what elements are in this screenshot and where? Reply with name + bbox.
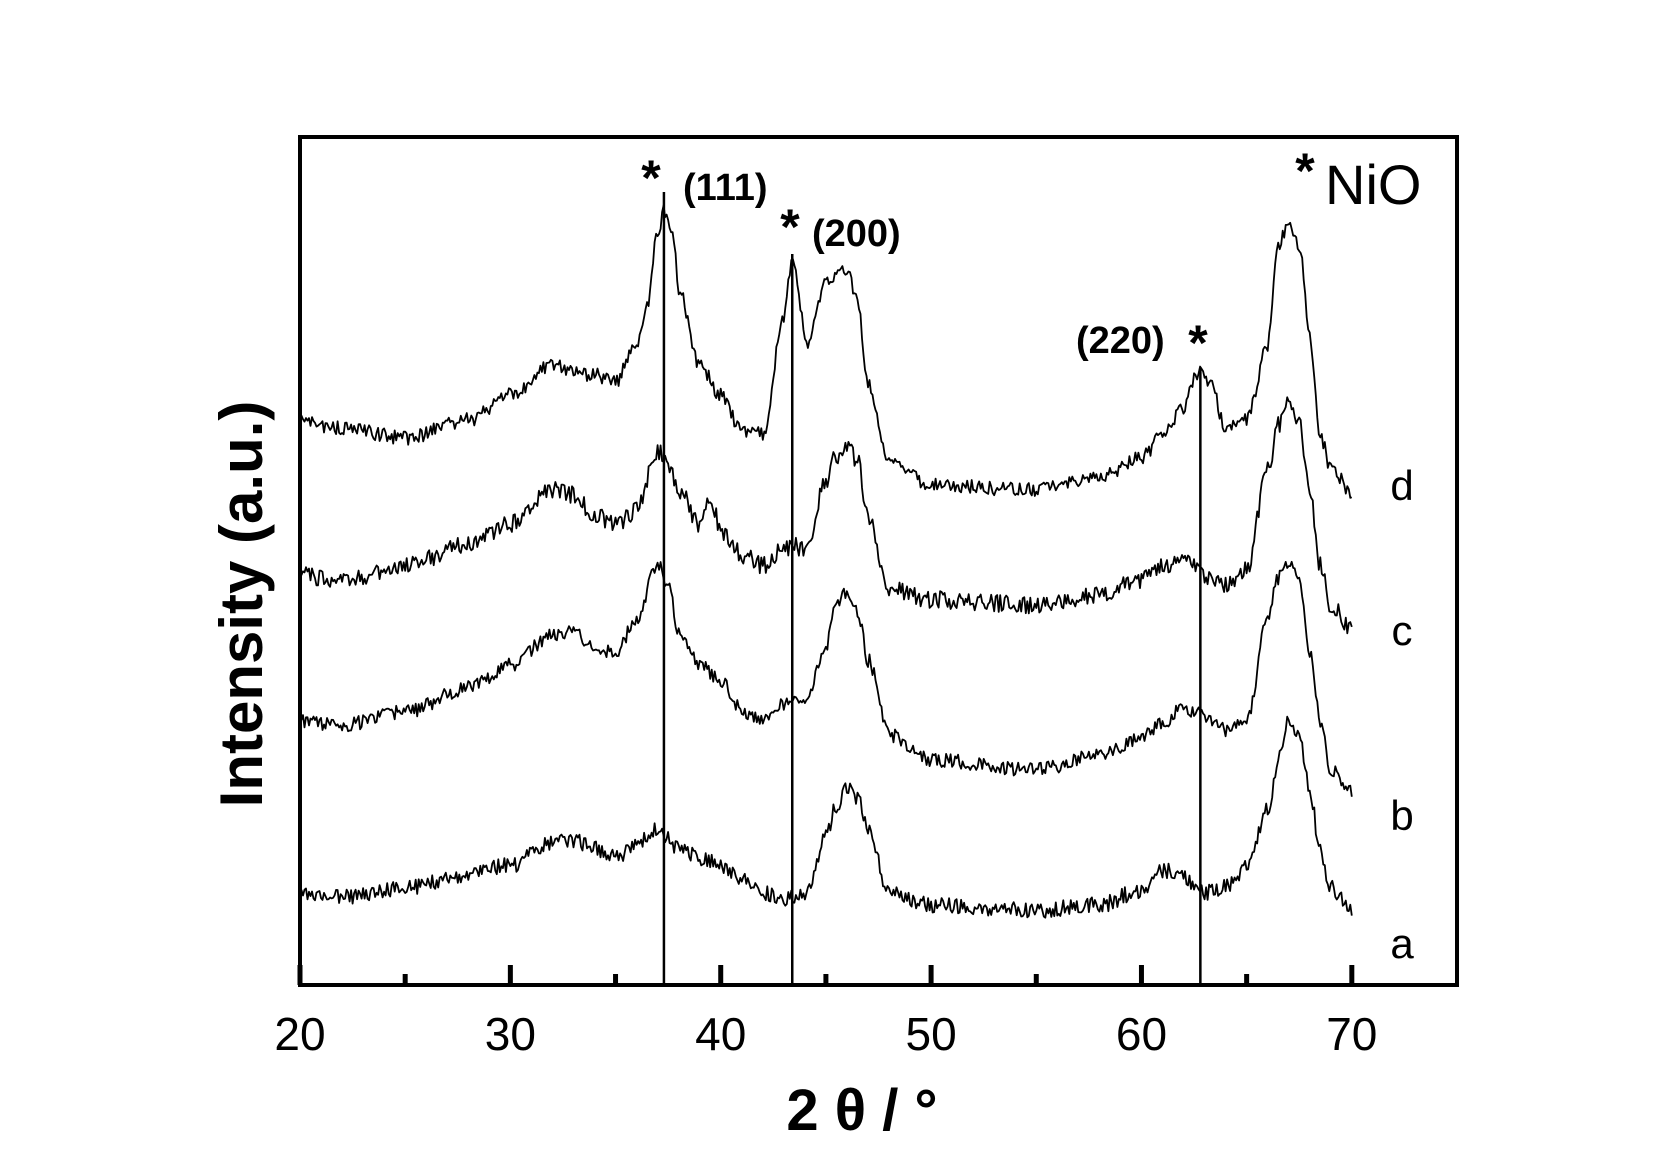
x-axis-title: 2 θ / ° xyxy=(786,1078,937,1143)
x-axis-ticks xyxy=(297,965,1355,985)
trace-labels: a b c d xyxy=(1390,462,1414,967)
plot-frame xyxy=(298,135,1459,987)
x-tick-label-2: 40 xyxy=(695,1008,746,1060)
x-axis-tick-labels: 20 30 40 50 60 70 xyxy=(274,1008,1377,1060)
trace-a xyxy=(299,715,1353,919)
star-220: * xyxy=(1188,315,1208,371)
phase-star: * xyxy=(1295,143,1315,199)
trace-label-d: d xyxy=(1390,462,1413,509)
x-tick-label-5: 70 xyxy=(1326,1008,1377,1060)
trace-b xyxy=(299,560,1353,797)
y-axis-title: Intensity (a.u.) xyxy=(208,401,275,808)
trace-label-a: a xyxy=(1390,920,1414,967)
x-tick-label-3: 50 xyxy=(906,1008,957,1060)
hkl-label-200: (200) xyxy=(812,213,901,255)
trace-label-c: c xyxy=(1392,607,1413,654)
x-tick-label-4: 60 xyxy=(1116,1008,1167,1060)
phase-label: NiO xyxy=(1325,153,1421,216)
hkl-label-220: (220) xyxy=(1076,320,1165,362)
x-tick-label-0: 20 xyxy=(274,1008,325,1060)
reference-lines xyxy=(662,192,1202,985)
trace-d xyxy=(299,204,1353,499)
hkl-label-111: (111) xyxy=(683,167,768,209)
trace-label-b: b xyxy=(1390,792,1413,839)
star-200: * xyxy=(780,199,800,255)
x-tick-label-1: 30 xyxy=(485,1008,536,1060)
star-111: * xyxy=(641,150,661,206)
traces xyxy=(299,204,1353,919)
trace-c xyxy=(299,396,1353,635)
